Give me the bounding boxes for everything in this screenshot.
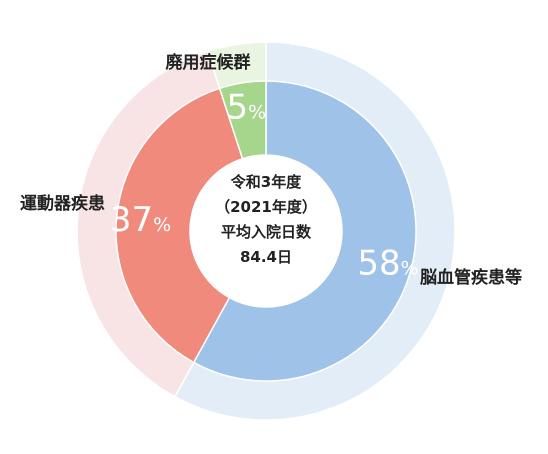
- percent-label-cerebrovascular: 58%: [357, 243, 418, 283]
- outer-ring: [76, 41, 456, 421]
- percent-labels: 58% 37% 5%: [110, 88, 419, 284]
- center-line-3: 平均入院日数: [221, 223, 312, 241]
- center-text: 令和3年度 （2021年度） 平均入院日数 84.4日: [215, 173, 317, 266]
- center-line-2: （2021年度）: [215, 198, 317, 216]
- category-label-cerebrovascular: 脳血管疾患等: [420, 267, 522, 288]
- category-labels: 脳血管疾患等 運動器疾患 廃用症候群: [20, 52, 522, 288]
- donut-hole: [190, 155, 342, 307]
- percent-label-disuse-syndrome: 5%: [226, 88, 266, 128]
- center-line-1: 令和3年度: [231, 173, 302, 191]
- slices: [115, 80, 417, 382]
- center-line-4: 84.4日: [240, 248, 292, 266]
- percent-label-musculoskeletal: 37%: [110, 200, 171, 240]
- category-label-musculoskeletal: 運動器疾患: [20, 193, 105, 214]
- category-label-disuse-syndrome: 廃用症候群: [166, 52, 251, 73]
